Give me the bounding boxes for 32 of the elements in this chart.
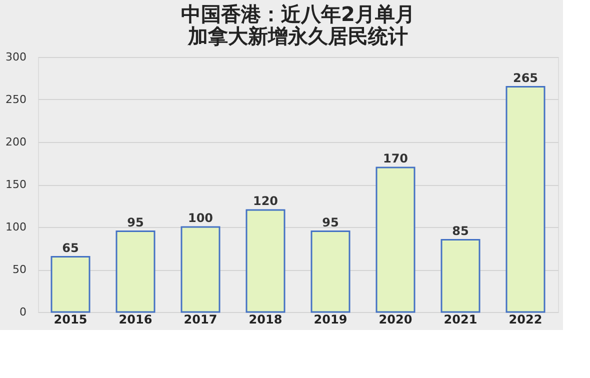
y-tick-label: 100 — [6, 220, 26, 234]
x-tick-label: 2017 — [184, 312, 218, 326]
data-label: 95 — [127, 215, 144, 230]
x-tick-label: 2022 — [508, 312, 542, 326]
y-tick-label: 300 — [6, 50, 26, 64]
bar — [506, 86, 546, 313]
data-label: 85 — [452, 224, 469, 238]
y-tick-label: 200 — [6, 136, 26, 148]
data-label: 265 — [512, 70, 538, 85]
bar — [116, 230, 156, 313]
bar — [440, 239, 480, 313]
x-tick-label: 2020 — [378, 312, 412, 326]
data-label: 100 — [188, 211, 214, 225]
x-tick-label: 2016 — [118, 312, 152, 326]
bar — [310, 230, 350, 313]
data-label: 170 — [382, 152, 408, 166]
chart-title: 中国香港：近八年2月单月加拿大新增永久居民统计 — [181, 2, 415, 48]
bar — [376, 166, 416, 313]
x-tick-label: 2015 — [54, 312, 88, 326]
bar — [50, 256, 90, 313]
y-tick-label: 0 — [20, 306, 26, 318]
y-tick-label: 150 — [6, 178, 26, 191]
bar — [246, 209, 286, 313]
data-label: 95 — [322, 215, 339, 230]
y-tick-label: 50 — [12, 263, 26, 276]
data-label: 65 — [62, 240, 79, 255]
y-tick-label: 250 — [6, 93, 26, 106]
bar — [180, 226, 220, 313]
x-tick-label: 2021 — [444, 312, 478, 326]
x-tick-label: 2019 — [314, 312, 348, 326]
data-label: 120 — [252, 194, 278, 208]
x-tick-label: 2018 — [248, 312, 282, 326]
